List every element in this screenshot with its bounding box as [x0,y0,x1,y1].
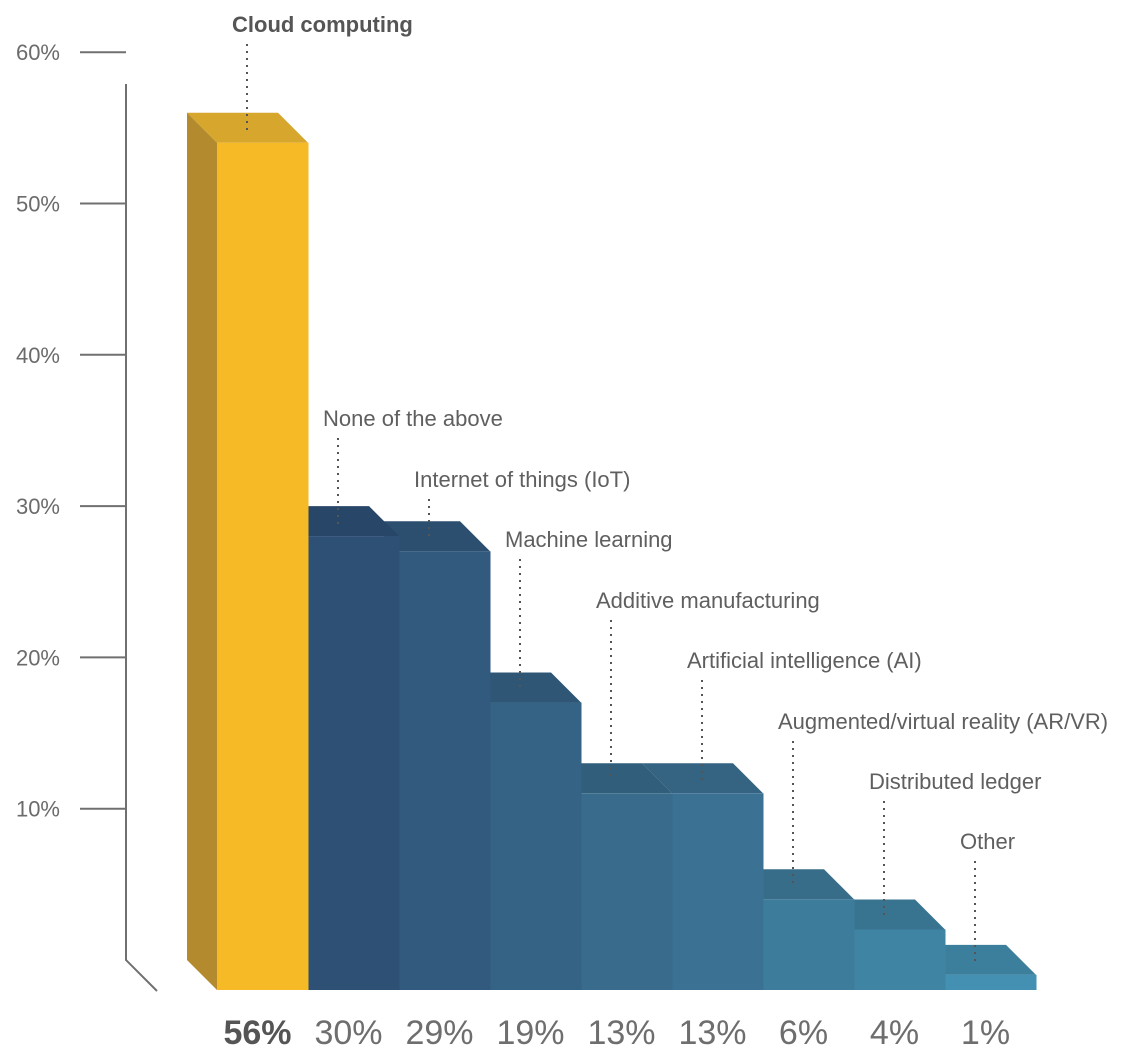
category-label: Internet of things (IoT) [414,467,630,492]
y-tick-label: 60% [16,40,60,65]
value-label: 13% [678,1014,746,1051]
y-tick-label: 50% [16,192,60,217]
bar [945,974,1037,990]
category-label: Cloud computing [232,12,413,37]
category-label: Additive manufacturing [596,588,820,613]
category-label: Distributed ledger [869,769,1041,794]
y-tick-label: 20% [16,645,60,670]
value-label: 1% [961,1014,1010,1051]
bar [308,536,400,990]
bar [763,899,855,990]
bar-top-face [187,112,308,143]
y-tick-label: 40% [16,343,60,368]
category-label: Machine learning [505,527,673,552]
bar [672,793,764,990]
value-label: 30% [314,1014,382,1051]
y-tick-label: 30% [16,494,60,519]
value-label: 6% [779,1014,828,1051]
category-label: Other [960,829,1015,854]
value-label: 56% [223,1014,291,1051]
value-label: 4% [870,1014,919,1051]
bar [399,551,491,990]
y-axis-line [125,84,158,992]
bar [854,929,946,990]
value-label: 13% [587,1014,655,1051]
bar [581,793,673,990]
value-label: 19% [496,1014,564,1051]
y-axis: 10% 20% 30% 40% 50% 60% [16,40,158,992]
bar [490,702,582,990]
value-label: 29% [405,1014,473,1051]
bar-side-face [187,112,217,991]
bar [217,142,309,991]
category-label: Artificial intelligence (AI) [687,648,922,673]
labels: Cloud computing None of the above Internet… [223,12,1108,1051]
category-label: Augmented/virtual reality (AR/VR) [778,709,1108,734]
bars [187,112,1037,991]
y-tick-label: 10% [16,797,60,822]
category-label: None of the above [323,406,503,431]
